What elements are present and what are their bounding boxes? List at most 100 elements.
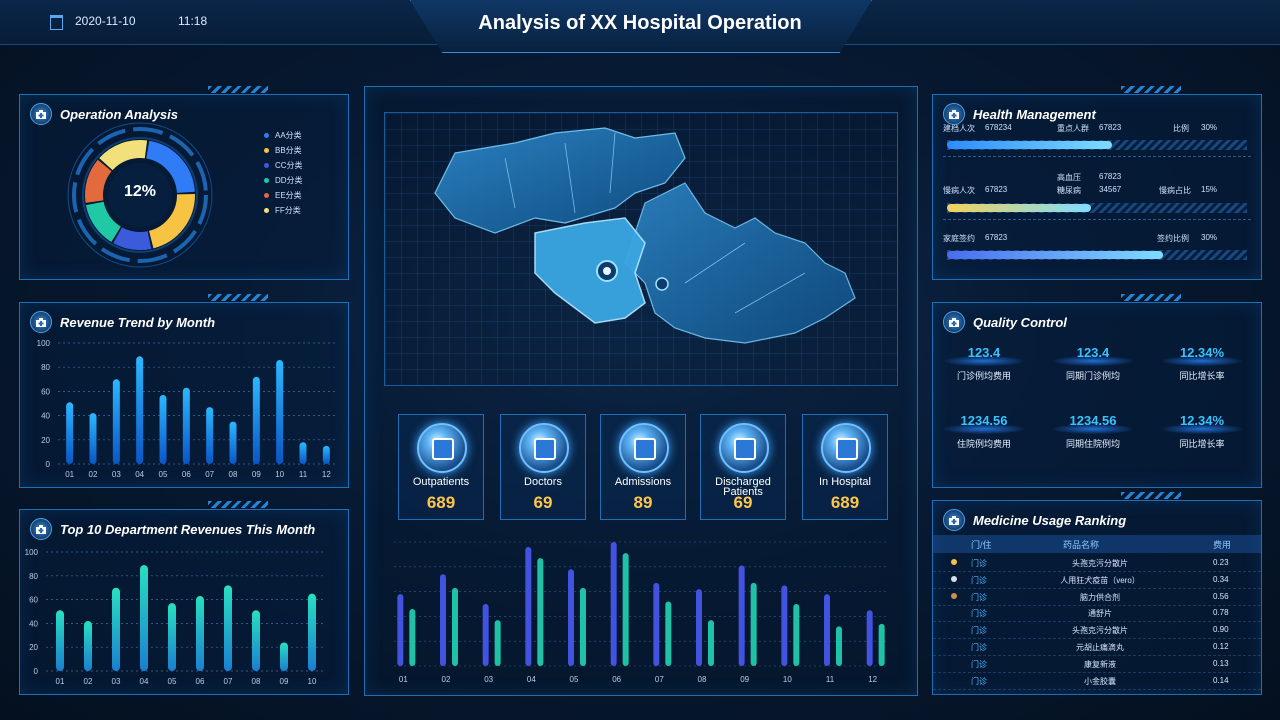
map-borders (504, 132, 806, 314)
medicine-table-header: 门/住 药品名称 费用 (933, 535, 1261, 553)
donut-legend: AA分类 BB分类 CC分类 DD分类 EE分类 FF分类 (264, 128, 303, 218)
row-name: 头孢克污分散片 (1072, 626, 1128, 636)
quality-metric: 12.34% 同比增长率 (1147, 413, 1257, 450)
kpi-card[interactable]: In Hospital 689 (802, 414, 888, 520)
quality-value: 1234.56 (1069, 413, 1117, 428)
donut-slice (99, 140, 148, 171)
x-tick-label: 04 (140, 677, 149, 686)
legend-item: BB分类 (264, 143, 303, 158)
operation-title: Operation Analysis (60, 106, 178, 122)
y-tick-label: 60 (41, 387, 50, 396)
health-bar-fill (947, 204, 1091, 212)
hospital-icon (943, 509, 965, 531)
map-pin-icon[interactable] (655, 277, 669, 291)
kpi-label: Doctors (524, 476, 562, 488)
row-cost: 0.23 (1213, 558, 1229, 567)
header-cost: 费用 (1213, 540, 1232, 550)
health-value: 678234 (985, 123, 1012, 132)
health-bar-track (947, 203, 1247, 213)
x-tick-label: 03 (484, 675, 493, 684)
table-row[interactable]: 门诊 头孢克污分散片 0.90 (933, 622, 1261, 640)
legend-item: FF分类 (264, 203, 303, 218)
bar (140, 565, 148, 671)
row-cost: 0.78 (1213, 608, 1229, 618)
bar (537, 558, 544, 666)
row-cost: 0.13 (1213, 658, 1229, 668)
quality-metric: 123.4 门诊例均费用 (929, 345, 1039, 382)
bar (738, 565, 745, 666)
bar (280, 642, 288, 671)
bar (836, 626, 842, 666)
medal-icon (951, 575, 957, 582)
bar (206, 407, 214, 464)
bar (168, 603, 176, 671)
medicine-panel: Medicine Usage Ranking 门/住 药品名称 费用 门诊 头孢克… (932, 492, 1262, 695)
center-grouped-bar-chart: 01 02 03 04 05 06 07 08 09 10 11 12 (394, 541, 886, 684)
donut-chart (67, 122, 213, 268)
row-name: 康复新液 (1084, 659, 1116, 669)
x-tick-label: 02 (442, 675, 451, 684)
bar (308, 593, 316, 671)
health-bar-fill (947, 251, 1163, 259)
bar (112, 587, 120, 671)
kpi-card[interactable]: Outpatients 689 (398, 414, 484, 520)
x-tick-label: 08 (698, 675, 707, 684)
table-row[interactable]: 门诊 人用狂犬疫苗（vero） 0.34 (933, 572, 1261, 589)
bar (494, 620, 501, 666)
bar (653, 582, 660, 666)
quality-metric: 12.34% 同比增长率 (1147, 345, 1257, 382)
legend-item: AA分类 (264, 128, 303, 143)
x-tick-label: 07 (224, 677, 233, 686)
row-type: 门诊 (971, 676, 987, 686)
bar (568, 569, 574, 666)
table-row[interactable]: 门诊 康复新液 0.13 (933, 656, 1261, 673)
bar (66, 402, 74, 464)
kpi-card[interactable]: Discharged Patients 69 (700, 414, 786, 520)
x-tick-label: 06 (196, 677, 205, 686)
row-cost: 0.56 (1213, 591, 1229, 601)
y-tick-label: 0 (46, 460, 51, 469)
y-tick-label: 60 (29, 596, 38, 605)
donut-slice (145, 140, 195, 194)
legend-dot (264, 148, 269, 153)
quality-title: Quality Control (973, 314, 1067, 330)
bar (322, 445, 330, 464)
revenue-panel: Revenue Trend by Month 0 20 40 60 80 100 01 02 0… (19, 294, 349, 488)
table-row[interactable]: 门诊 元胡止痛滴丸 0.12 (933, 639, 1261, 656)
header-date: 2020-11-10 (75, 14, 136, 28)
health-value: 34567 (1099, 185, 1122, 194)
quality-glow (944, 424, 1024, 434)
legend-label: FF分类 (275, 206, 301, 215)
donut-hole (108, 163, 172, 227)
row-type: 门诊 (971, 575, 987, 585)
bar (622, 553, 629, 666)
table-row[interactable]: 门诊 脑力供合剂 0.56 (933, 589, 1261, 606)
y-tick-label: 40 (41, 412, 50, 421)
table-row[interactable]: 门诊 小金胶囊 0.14 (933, 673, 1261, 690)
legend-dot (264, 163, 269, 168)
title-stripes (208, 86, 268, 93)
table-row[interactable]: 门诊 通舒片 0.78 (933, 605, 1261, 623)
kpi-card[interactable]: Doctors 69 (500, 414, 586, 520)
x-tick-label: 01 (65, 470, 74, 479)
departments-bar-chart: 0 20 40 60 80 100 01 02 03 04 05 06 07 08 09 10 (25, 548, 326, 686)
quality-value: 1234.56 (960, 413, 1008, 428)
row-cost: 0.90 (1213, 625, 1229, 635)
bar (252, 610, 260, 671)
row-type: 门诊 (971, 626, 987, 636)
health-value: 30% (1201, 233, 1218, 242)
health-label: 建档人次 (943, 124, 975, 133)
legend-dot (264, 133, 269, 138)
bar (482, 604, 489, 666)
table-row[interactable]: 门诊 头孢克污分散片 0.23 (933, 555, 1261, 572)
health-value: 67823 (985, 185, 1008, 194)
legend-item: DD分类 (264, 173, 303, 188)
kpi-card[interactable]: Admissions 89 (600, 414, 686, 520)
quality-metric: 1234.56 同期住院例均 (1038, 413, 1148, 450)
legend-dot (264, 193, 269, 198)
row-cost: 0.14 (1213, 675, 1229, 685)
donut-slice (85, 201, 122, 242)
quality-metric: 123.4 同期门诊例均 (1038, 345, 1148, 382)
legend-label: AA分类 (275, 131, 302, 140)
